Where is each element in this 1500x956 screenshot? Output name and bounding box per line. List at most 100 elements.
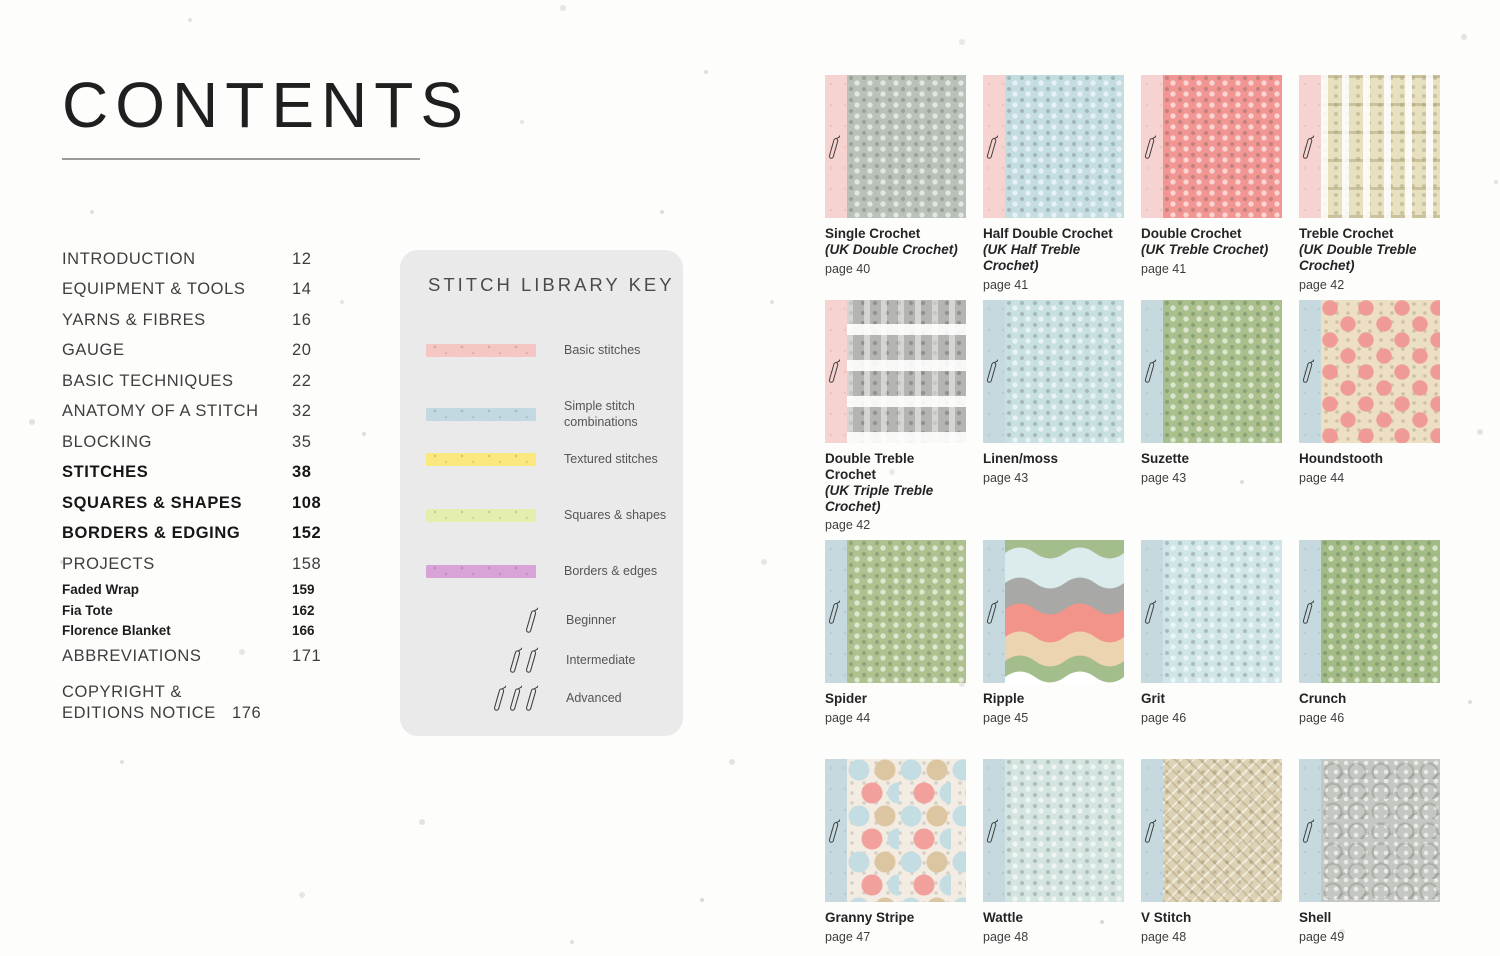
- key-category-row: Textured stitches: [426, 451, 669, 467]
- difficulty-marker: [986, 354, 998, 388]
- crochet-hook-icon: [1144, 359, 1156, 384]
- toc-item-page: 159: [292, 582, 315, 598]
- swatch-card: Treble Crochet (UK Double Treble Crochet)…: [1299, 75, 1440, 300]
- swatch-page-ref: page 44: [825, 711, 871, 726]
- swatch-alt-name: (UK Treble Crochet): [1141, 241, 1269, 257]
- swatch-texture: [1321, 540, 1440, 684]
- crochet-hook-icon: [1144, 600, 1156, 624]
- toc-item: BORDERS & EDGING 152: [62, 519, 324, 550]
- swatch-name: Houndstooth: [1299, 450, 1383, 466]
- difficulty-marker: [1144, 354, 1156, 388]
- toc-item: ANATOMY OF A STITCH 32: [62, 397, 324, 428]
- swatch-texture: [1163, 759, 1282, 903]
- swatch-alt-name: (UK Double Treble Crochet): [1299, 241, 1417, 273]
- toc-item-page: 152: [292, 524, 322, 543]
- key-category-row: Simple stitch combinations: [426, 398, 669, 431]
- toc-item-label: ANATOMY OF A STITCH: [62, 402, 259, 421]
- swatch-name: Treble Crochet: [1299, 226, 1394, 241]
- toc-item: STITCHES 38: [62, 458, 324, 489]
- toc-item-page: 20: [292, 341, 312, 360]
- swatch-name: Suzette: [1141, 450, 1190, 466]
- swatch-texture: [1163, 540, 1282, 684]
- swatch-card: Single Crochet (UK Double Crochet) page 40: [825, 75, 966, 300]
- toc-item-label: Faded Wrap: [62, 582, 140, 598]
- key-category-label: Borders & edges: [564, 564, 658, 578]
- stitch-library-key-panel: STITCH LIBRARY KEY Basic stitches Simple …: [400, 250, 683, 736]
- swatch-texture: [1321, 75, 1440, 218]
- swatch-page-ref: page 46: [1141, 711, 1187, 726]
- swatch-card: Half Double Crochet (UK Half Treble Croch…: [983, 75, 1124, 300]
- swatch-card: Crunch page 46: [1299, 540, 1440, 759]
- swatch-name: Double Treble Crochet: [825, 450, 915, 482]
- swatch-caption: Double Treble Crochet (UK Triple Treble C…: [825, 443, 966, 541]
- swatch-grid: Single Crochet (UK Double Crochet) page 40…: [825, 75, 1440, 956]
- swatch-page-ref: page 40: [825, 261, 871, 276]
- swatch-texture: [1005, 75, 1124, 218]
- toc-item-page: 16: [292, 310, 312, 329]
- swatch-page-ref: page 43: [983, 470, 1029, 485]
- swatch-caption: Ripple page 45: [983, 683, 1124, 759]
- toc-item-label: GAUGE: [62, 341, 125, 360]
- swatch-name: Granny Stripe: [825, 910, 915, 926]
- swatch-name: V Stitch: [1141, 910, 1192, 926]
- toc-item-page: 35: [292, 432, 312, 451]
- swatch-page-ref: page 43: [1141, 470, 1187, 485]
- swatch-card: Wattle page 48: [983, 759, 1124, 956]
- crochet-hook-icon: [1302, 819, 1314, 843]
- swatch-caption: V Stitch page 48: [1141, 902, 1282, 956]
- swatch-page-ref: page 44: [1299, 470, 1345, 485]
- swatch-texture: [1163, 75, 1282, 218]
- difficulty-marker: [986, 814, 998, 848]
- difficulty-label: Intermediate: [566, 653, 636, 667]
- toc-item: COPYRIGHT & EDITIONS NOTICE 176: [62, 672, 324, 727]
- toc-item-label: INTRODUCTION: [62, 249, 196, 268]
- swatch-caption: Half Double Crochet (UK Half Treble Croch…: [983, 218, 1124, 300]
- page-title: CONTENTS: [62, 69, 470, 141]
- swatch-card: Houndstooth page 44: [1299, 299, 1440, 541]
- key-category-label: Basic stitches: [564, 343, 641, 357]
- swatch-texture: [847, 759, 966, 903]
- crochet-hook-icon: [986, 134, 998, 159]
- toc-item-label: COPYRIGHT & EDITIONS NOTICE: [62, 683, 216, 722]
- swatch-caption: Single Crochet (UK Double Crochet) page 40: [825, 218, 966, 294]
- swatch-page-ref: page 45: [983, 711, 1029, 726]
- swatch-photo: [825, 759, 966, 903]
- crochet-hook-icon: [986, 359, 998, 384]
- swatch-photo: [1299, 759, 1440, 903]
- toc-item: GAUGE 20: [62, 336, 324, 367]
- toc-item: BLOCKING 35: [62, 427, 324, 458]
- toc-item-label: SQUARES & SHAPES: [62, 493, 243, 512]
- swatch-caption: Wattle page 48: [983, 902, 1124, 956]
- crochet-hook-icon: [525, 647, 538, 673]
- swatch-page-ref: page 48: [1141, 930, 1187, 945]
- toc-item: Florence Blanket 166: [62, 621, 324, 642]
- crochet-hook-icon: [525, 685, 538, 711]
- difficulty-marker: [1302, 130, 1314, 164]
- swatch-alt-name: (UK Triple Treble Crochet): [825, 482, 934, 514]
- swatch-card: Ripple page 45: [983, 540, 1124, 759]
- ripple-waves: [1005, 540, 1124, 684]
- toc-item: SQUARES & SHAPES 108: [62, 488, 324, 519]
- swatch-name: Ripple: [983, 691, 1025, 707]
- toc-item-page: 171: [292, 646, 322, 665]
- key-color-swatch: [426, 407, 536, 421]
- swatch-caption: Granny Stripe page 47: [825, 902, 966, 956]
- toc-item: PROJECTS 158: [62, 549, 324, 580]
- toc-item-page: 12: [292, 249, 312, 268]
- toc-item: BASIC TECHNIQUES 22: [62, 366, 324, 397]
- swatch-photo: [825, 299, 966, 443]
- crochet-hook-icon: [1302, 134, 1314, 159]
- difficulty-marker: [1302, 595, 1314, 629]
- swatch-name: Half Double Crochet: [983, 226, 1113, 241]
- crochet-hook-icon: [1144, 819, 1156, 843]
- swatch-page-ref: page 42: [1299, 277, 1345, 292]
- swatch-card: Spider page 44: [825, 540, 966, 759]
- toc-item: INTRODUCTION 12: [62, 244, 324, 275]
- toc-item: EQUIPMENT & TOOLS 14: [62, 275, 324, 306]
- difficulty-hooks: [426, 680, 538, 716]
- toc-item-page: 38: [292, 463, 312, 482]
- swatch-texture: [847, 75, 966, 218]
- swatch-name: Grit: [1141, 691, 1166, 707]
- swatch-page-ref: page 48: [983, 930, 1029, 945]
